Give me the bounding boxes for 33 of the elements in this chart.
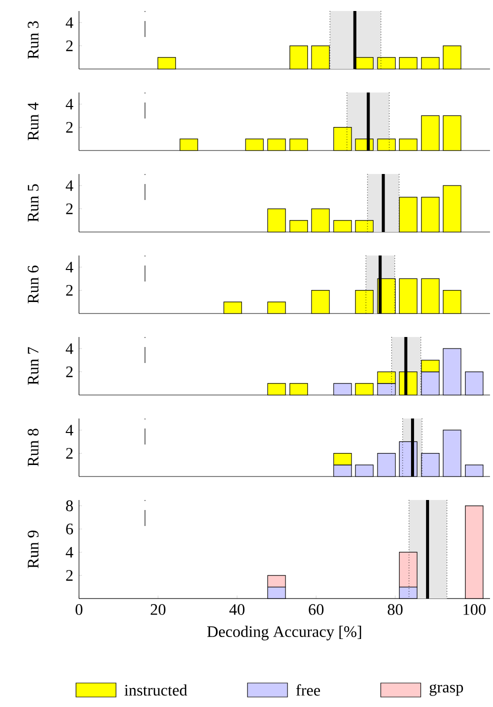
y-tick-label: 2 xyxy=(66,448,73,459)
x-tick-label: 100 xyxy=(464,604,486,615)
y-tick-label: 4 xyxy=(66,424,74,436)
y-axis-title: Run 8 xyxy=(28,428,39,466)
y-axis-title: Run 3 xyxy=(28,21,39,59)
y-axis-title: Run 7 xyxy=(28,347,39,385)
y-tick-label: 4 xyxy=(66,262,74,272)
y-tick-label: 2 xyxy=(66,204,73,214)
y-tick-label: 4 xyxy=(66,98,74,110)
y-tick-label: 6 xyxy=(66,524,73,534)
y-tick-label: 4 xyxy=(66,343,74,354)
legend-label: free xyxy=(296,684,320,696)
y-axis-title: Run 4 xyxy=(28,102,39,140)
y-tick-label: 4 xyxy=(66,546,74,558)
x-tick-label: 60 xyxy=(308,604,324,615)
y-tick-label: 2 xyxy=(66,285,73,296)
y-axis-title: Run 5 xyxy=(28,184,39,222)
y-axis-title: Run 6 xyxy=(28,266,39,304)
legend-label: instructed xyxy=(124,684,188,696)
y-tick-label: 4 xyxy=(66,180,74,191)
x-tick-label: 40 xyxy=(229,604,244,615)
y-tick-label: 2 xyxy=(66,122,73,133)
x-tick-label: 20 xyxy=(150,604,166,615)
y-tick-label: 2 xyxy=(66,570,73,581)
y-tick-label: 4 xyxy=(66,17,74,28)
legend-label: grasp xyxy=(430,684,463,696)
y-axis-title: Run 9 xyxy=(28,530,39,568)
y-tick-label: 2 xyxy=(66,40,73,52)
x-tick-label: 80 xyxy=(388,604,403,615)
x-axis-title: Decoding Accuracy [%] xyxy=(207,626,362,640)
x-tick-label: 0 xyxy=(76,604,82,615)
y-tick-label: 2 xyxy=(66,366,73,378)
y-tick-label: 8 xyxy=(66,500,73,512)
